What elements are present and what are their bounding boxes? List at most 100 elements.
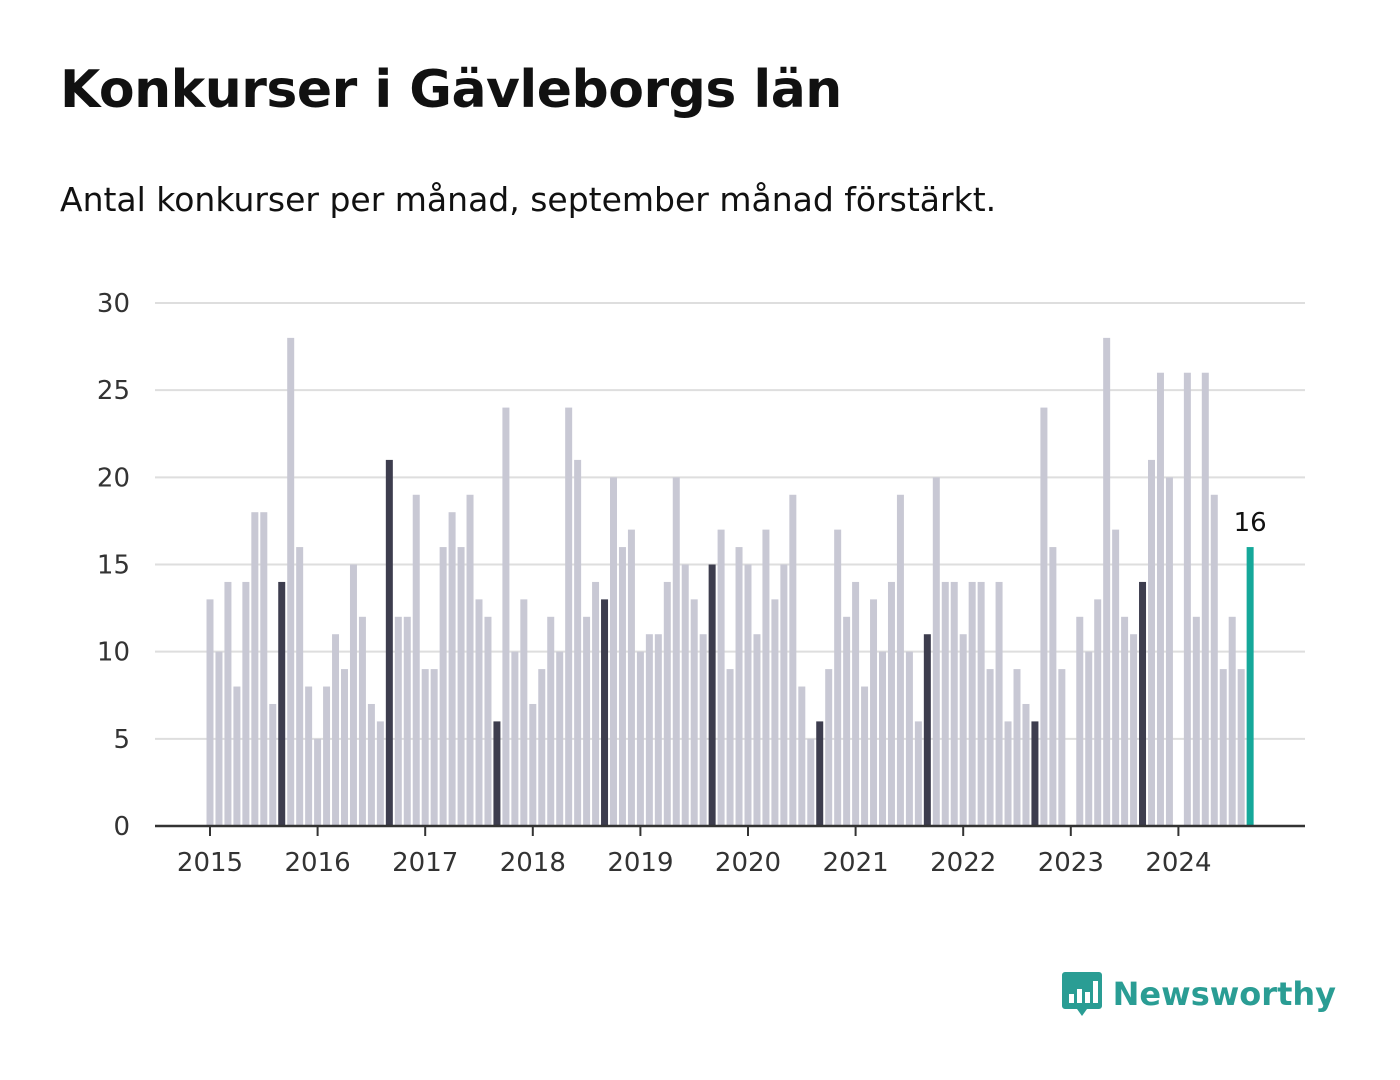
bar xyxy=(986,669,994,826)
bar-chart-speech-bubble-icon xyxy=(1061,972,1102,1016)
bar xyxy=(260,512,268,826)
chart-title: Konkurser i Gävleborgs län xyxy=(60,60,842,120)
newsworthy-logo: Newsworthy xyxy=(1061,970,1336,1018)
bar xyxy=(574,459,582,826)
bar xyxy=(457,547,465,826)
bar xyxy=(215,651,223,826)
x-tick-label: 2022 xyxy=(930,848,996,878)
bar xyxy=(744,564,752,826)
bar xyxy=(1121,616,1129,826)
bar xyxy=(1165,477,1173,826)
x-axis-ticks: 2015 2016 2017 2018 2019 2020 2021 2022 2023 2024 xyxy=(177,826,1211,878)
bar xyxy=(502,407,510,826)
bar xyxy=(367,703,375,826)
x-tick-label: 2023 xyxy=(1038,848,1104,878)
x-tick-label: 2020 xyxy=(715,848,781,878)
bar xyxy=(529,703,537,826)
bar xyxy=(618,547,626,826)
bar xyxy=(1031,721,1039,826)
brand-name: Newsworthy xyxy=(1112,975,1336,1013)
bar xyxy=(753,634,761,826)
bar xyxy=(269,703,277,826)
bar xyxy=(242,581,250,826)
bar xyxy=(403,616,411,826)
bar xyxy=(1237,669,1245,826)
bar xyxy=(843,616,851,826)
bar xyxy=(385,459,393,826)
x-tick-label: 2024 xyxy=(1145,848,1211,878)
bar xyxy=(358,616,366,826)
bar xyxy=(601,599,609,826)
bar xyxy=(887,581,895,826)
bar xyxy=(1085,651,1093,826)
bar xyxy=(233,686,241,826)
bar xyxy=(224,581,232,826)
bar xyxy=(941,581,949,826)
x-tick-label: 2021 xyxy=(823,848,889,878)
bar xyxy=(439,547,447,826)
bar xyxy=(995,581,1003,826)
bar xyxy=(538,669,546,826)
bar xyxy=(520,599,528,826)
bar xyxy=(349,564,357,826)
bar xyxy=(323,686,331,826)
bar xyxy=(1183,372,1191,826)
bar xyxy=(780,564,788,826)
bar xyxy=(1094,599,1102,826)
bar xyxy=(1228,616,1236,826)
bar xyxy=(475,599,483,826)
bar xyxy=(583,616,591,826)
bar xyxy=(376,721,384,826)
x-tick-label: 2019 xyxy=(607,848,673,878)
bar xyxy=(968,581,976,826)
bar xyxy=(1049,547,1057,826)
bar xyxy=(448,512,456,826)
bar xyxy=(421,669,429,826)
bar xyxy=(717,529,725,826)
bar xyxy=(305,686,313,826)
x-tick-label: 2016 xyxy=(285,848,351,878)
y-tick-label: 30 xyxy=(97,289,130,319)
y-tick-label: 25 xyxy=(97,376,130,406)
bar xyxy=(654,634,662,826)
bar xyxy=(923,634,931,826)
bar xyxy=(914,721,922,826)
bar xyxy=(816,721,824,826)
bar xyxy=(1076,616,1084,826)
bar xyxy=(959,634,967,826)
bar xyxy=(1022,703,1030,826)
bar xyxy=(1058,669,1066,826)
bar xyxy=(825,669,833,826)
bar xyxy=(905,651,913,826)
bar xyxy=(1103,337,1111,826)
y-tick-label: 5 xyxy=(113,725,130,755)
bar xyxy=(412,494,420,826)
y-tick-label: 20 xyxy=(97,463,130,493)
bar xyxy=(1201,372,1209,826)
bar xyxy=(636,651,644,826)
bar xyxy=(735,547,743,826)
chart-subtitle: Antal konkurser per månad, september mån… xyxy=(60,180,997,219)
bar xyxy=(896,494,904,826)
bar xyxy=(1219,669,1227,826)
bar xyxy=(484,616,492,826)
bar xyxy=(332,634,340,826)
bar xyxy=(789,494,797,826)
bar xyxy=(1246,547,1254,826)
bar xyxy=(610,477,617,826)
bar xyxy=(861,686,869,826)
bars xyxy=(206,337,1254,826)
x-tick-label: 2015 xyxy=(177,848,243,878)
bar xyxy=(807,738,815,826)
bar xyxy=(1139,581,1147,826)
bar xyxy=(879,651,886,826)
bar xyxy=(798,686,806,826)
bar xyxy=(493,721,501,826)
bar xyxy=(977,581,985,826)
bar xyxy=(645,634,653,826)
bar xyxy=(1040,407,1048,826)
bar xyxy=(430,669,438,826)
bar xyxy=(1112,529,1120,826)
bar xyxy=(592,581,600,826)
bar xyxy=(1004,721,1012,826)
